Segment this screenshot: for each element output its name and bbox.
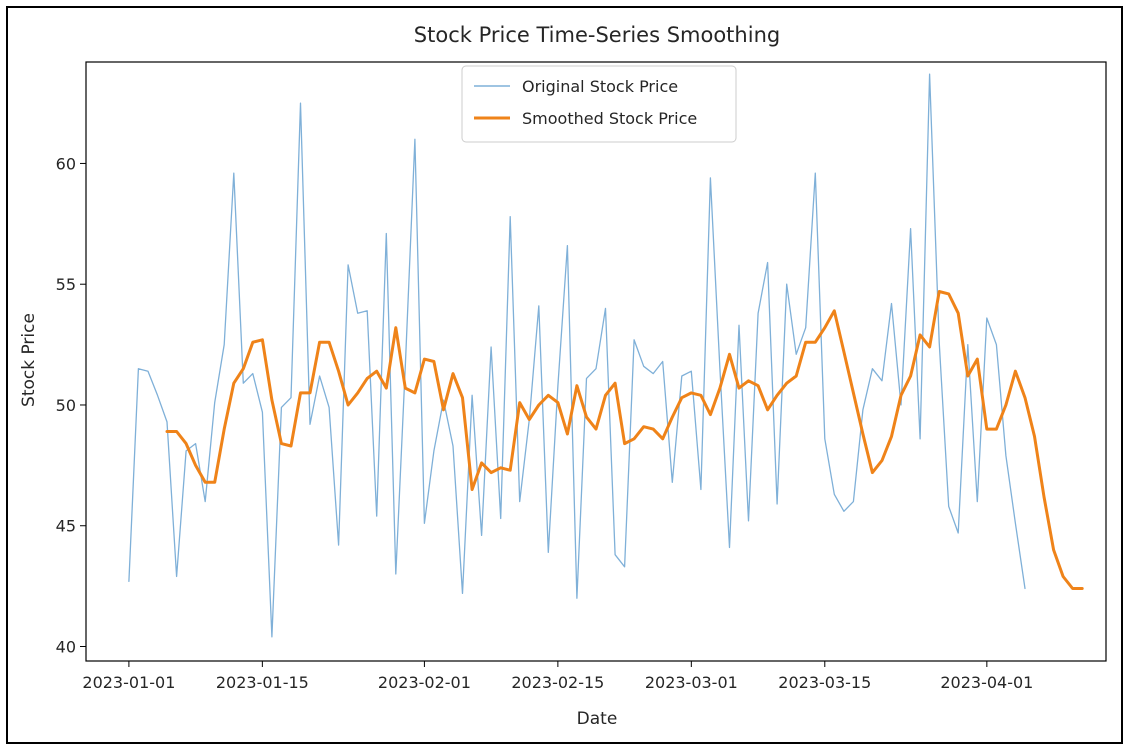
y-tick-label: 45 bbox=[56, 517, 76, 536]
y-tick-label: 40 bbox=[56, 638, 76, 657]
series-line-smoothed bbox=[165, 290, 1084, 590]
x-tick-label: 2023-01-15 bbox=[216, 673, 309, 692]
y-axis-label: Stock Price bbox=[19, 313, 39, 407]
x-tick-label: 2023-01-01 bbox=[82, 673, 175, 692]
chart-title: Stock Price Time-Series Smoothing bbox=[414, 23, 780, 47]
x-tick-label: 2023-03-15 bbox=[778, 673, 871, 692]
y-tick-label: 55 bbox=[56, 275, 76, 294]
x-tick-label: 2023-02-01 bbox=[378, 673, 471, 692]
legend-label-original: Original Stock Price bbox=[522, 77, 678, 96]
legend-box bbox=[461, 65, 737, 143]
x-axis-ticks: 2023-01-01 2023-01-15 2023-02-01 2023-02-15… bbox=[82, 661, 1033, 692]
y-tick-label: 60 bbox=[56, 154, 76, 173]
x-tick-label: 2023-04-01 bbox=[940, 673, 1033, 692]
series-line-original bbox=[128, 73, 1026, 638]
legend-label-smoothed: Smoothed Stock Price bbox=[522, 109, 697, 128]
x-tick-label: 2023-03-01 bbox=[645, 673, 738, 692]
series-layer bbox=[128, 73, 1084, 638]
x-tick-label: 2023-02-15 bbox=[511, 673, 604, 692]
y-tick-label: 50 bbox=[56, 396, 76, 415]
plot-area bbox=[85, 61, 1107, 662]
y-axis-ticks: 40 45 50 55 60 bbox=[56, 154, 86, 657]
x-axis-label: Date bbox=[577, 709, 618, 729]
legend: Original Stock Price Smoothed Stock Pric… bbox=[461, 65, 737, 143]
